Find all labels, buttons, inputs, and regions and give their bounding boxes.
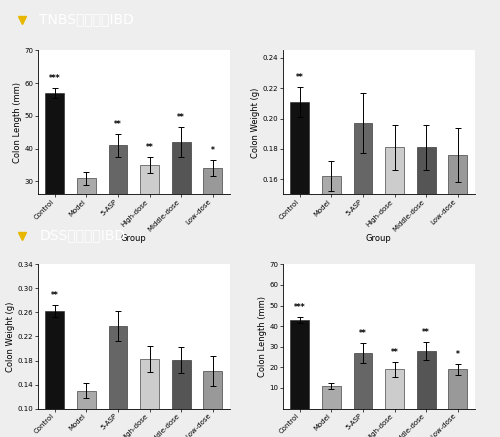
Bar [416, 351, 436, 409]
Bar [416, 147, 436, 422]
Text: **: ** [146, 143, 154, 152]
Bar [290, 102, 310, 422]
Text: **: ** [390, 348, 398, 357]
Bar [77, 391, 96, 437]
Bar [322, 176, 341, 422]
Text: *: * [210, 146, 214, 155]
Bar [354, 123, 372, 422]
Y-axis label: Colon Weight (g): Colon Weight (g) [6, 301, 15, 372]
Bar [108, 145, 128, 280]
Text: **: ** [114, 120, 122, 129]
Text: **: ** [177, 113, 185, 122]
Text: TNBS误导大鼠IBD: TNBS误导大鼠IBD [40, 12, 134, 26]
Text: ***: *** [294, 303, 306, 312]
Bar [46, 93, 64, 280]
Bar [77, 178, 96, 280]
Bar [448, 155, 467, 422]
Bar [203, 168, 222, 280]
Text: **: ** [51, 291, 59, 300]
Bar [354, 353, 372, 409]
Bar [172, 142, 190, 280]
Bar [322, 386, 341, 409]
Bar [385, 369, 404, 409]
X-axis label: Group: Group [366, 234, 392, 243]
Text: ***: *** [49, 74, 60, 83]
Y-axis label: Colon Length (mm): Colon Length (mm) [258, 296, 266, 377]
Bar [108, 326, 128, 437]
Text: **: ** [296, 73, 304, 82]
Text: DSS误导小鼠IBD: DSS误导小鼠IBD [40, 229, 126, 243]
Bar [172, 360, 190, 437]
Text: **: ** [422, 328, 430, 336]
Text: *: * [456, 350, 460, 359]
Y-axis label: Colon Length (mm): Colon Length (mm) [12, 82, 22, 163]
Text: **: ** [359, 329, 367, 338]
Y-axis label: Colon Weight (g): Colon Weight (g) [251, 87, 260, 158]
Bar [140, 359, 159, 437]
Bar [140, 165, 159, 280]
Bar [385, 147, 404, 422]
Bar [203, 371, 222, 437]
X-axis label: Group: Group [121, 234, 146, 243]
Bar [448, 369, 467, 409]
Bar [290, 320, 310, 409]
Bar [46, 311, 64, 437]
